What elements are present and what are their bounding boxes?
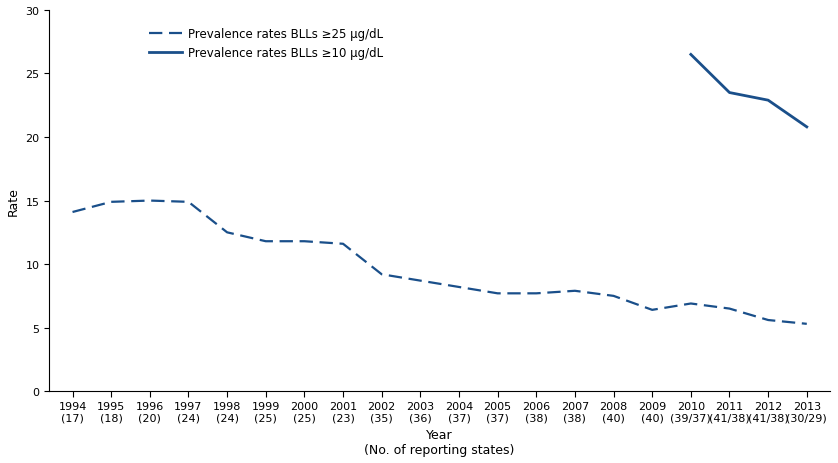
X-axis label: Year
(No. of reporting states): Year (No. of reporting states) (365, 428, 515, 456)
Y-axis label: Rate: Rate (7, 187, 20, 216)
Legend: Prevalence rates BLLs ≥25 μg/dL, Prevalence rates BLLs ≥10 μg/dL: Prevalence rates BLLs ≥25 μg/dL, Prevale… (149, 28, 383, 60)
